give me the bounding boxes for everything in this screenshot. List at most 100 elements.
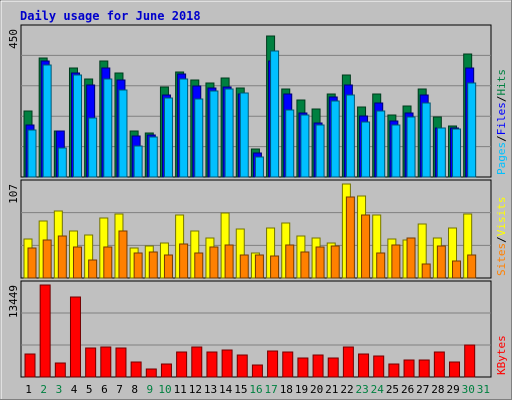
bar-pages-day-25 [391, 124, 401, 178]
bar-kbytes-day-18 [282, 351, 294, 378]
day-label-22: 22 [340, 383, 353, 396]
bar-kbytes-day-3 [54, 362, 66, 378]
bar-kbytes-day-24 [373, 355, 385, 378]
bar-sites-day-20 [315, 246, 325, 279]
bar-sites-day-29 [452, 260, 462, 279]
panel-1: 450 Pages/Files/Hits [7, 24, 508, 178]
bar-sites-day-23 [361, 214, 371, 279]
y-max-label: 13449 [7, 285, 20, 318]
bar-kbytes-day-8 [130, 361, 142, 378]
bar-pages-day-27 [421, 102, 431, 178]
day-label-3: 3 [56, 383, 63, 396]
bar-sites-day-2 [42, 239, 52, 279]
day-label-12: 12 [189, 383, 202, 396]
bar-pages-day-12 [194, 98, 204, 178]
panel-2: 107 Sites/Visits [7, 179, 508, 279]
day-label-25: 25 [386, 383, 399, 396]
day-label-4: 4 [71, 383, 78, 396]
bar-kbytes-day-13 [206, 351, 218, 378]
y-axis-label-part: Pages [495, 142, 508, 175]
bar-sites-day-21 [330, 245, 340, 279]
day-label-18: 18 [280, 383, 293, 396]
bar-kbytes-day-16 [251, 364, 263, 378]
bar-kbytes-day-12 [191, 346, 203, 378]
y-axis-label-part: / [495, 96, 508, 103]
day-label-13: 13 [204, 383, 217, 396]
day-label-19: 19 [295, 383, 308, 396]
y-axis-label-part: Sites [495, 243, 508, 276]
bar-kbytes-day-20 [312, 354, 324, 378]
day-label-26: 26 [401, 383, 414, 396]
bar-kbytes-day-1 [24, 353, 36, 378]
bar-sites-day-1 [27, 247, 37, 279]
day-label-11: 11 [174, 383, 187, 396]
day-label-1: 1 [25, 383, 32, 396]
bar-pages-day-1 [27, 129, 37, 178]
bar-sites-day-17 [270, 255, 280, 279]
bar-sites-day-6 [103, 246, 113, 279]
y-axis-label: Pages/Files/Hits [495, 69, 508, 175]
day-label-27: 27 [416, 383, 429, 396]
bar-pages-day-20 [315, 124, 325, 178]
bar-pages-day-18 [285, 109, 295, 178]
day-label-29: 29 [446, 383, 459, 396]
bar-kbytes-day-22 [342, 346, 354, 378]
bar-kbytes-day-30 [464, 344, 476, 378]
bar-pages-day-2 [42, 64, 52, 178]
bar-sites-day-24 [376, 252, 386, 279]
bar-sites-day-15 [239, 254, 249, 279]
bar-pages-day-14 [224, 88, 234, 178]
chart-title: Daily usage for June 2018 [20, 9, 201, 23]
day-label-6: 6 [101, 383, 108, 396]
bar-kbytes-day-29 [449, 361, 461, 378]
bar-pages-day-23 [361, 121, 371, 178]
y-axis-label: KBytes [495, 335, 508, 375]
bar-pages-day-30 [467, 82, 477, 178]
y-axis-label-part: KBytes [495, 335, 508, 375]
day-label-10: 10 [158, 383, 171, 396]
bar-pages-day-26 [406, 116, 416, 178]
bar-sites-day-18 [285, 244, 295, 279]
bar-kbytes-day-26 [403, 359, 415, 378]
bar-pages-day-3 [57, 147, 67, 178]
day-label-15: 15 [234, 383, 247, 396]
day-label-8: 8 [131, 383, 138, 396]
y-axis-label-part: Files [495, 102, 508, 135]
bar-kbytes-day-11 [176, 351, 188, 378]
bar-sites-day-3 [57, 235, 67, 279]
bar-pages-day-16 [254, 156, 264, 178]
y-axis-label-part: / [495, 135, 508, 142]
panel-3: 13449 KBytes [7, 280, 508, 378]
bar-pages-day-22 [345, 94, 355, 178]
day-label-23: 23 [356, 383, 369, 396]
bar-kbytes-day-7 [115, 347, 127, 378]
bar-kbytes-day-27 [418, 359, 430, 378]
bar-sites-day-9 [148, 251, 158, 279]
day-label-31: 31 [477, 383, 490, 396]
bar-sites-day-22 [345, 196, 355, 279]
bar-sites-day-13 [209, 246, 219, 279]
day-label-21: 21 [325, 383, 338, 396]
bar-pages-day-24 [376, 110, 386, 178]
y-max-label: 450 [7, 29, 20, 49]
bar-kbytes-day-9 [145, 368, 157, 378]
day-label-20: 20 [310, 383, 323, 396]
day-label-28: 28 [431, 383, 444, 396]
bar-pages-day-5 [88, 117, 98, 178]
bar-sites-day-7 [118, 230, 128, 279]
day-label-5: 5 [86, 383, 93, 396]
day-label-14: 14 [219, 383, 233, 396]
bar-kbytes-day-28 [433, 351, 445, 378]
day-axis-labels: 1 2 3 4 5 6 7 8 9 10 11 12 13 14 15 16 17 18 19 20 21 22 23 24 2… [25, 383, 490, 396]
bar-sites-day-26 [406, 237, 416, 279]
bar-kbytes-day-17 [267, 350, 279, 378]
day-label-2: 2 [40, 383, 47, 396]
bar-pages-day-15 [239, 92, 249, 178]
bar-sites-day-10 [163, 254, 173, 279]
bar-pages-day-28 [436, 127, 446, 178]
bar-kbytes-day-23 [358, 353, 370, 378]
bar-kbytes-day-5 [85, 347, 97, 378]
bar-pages-day-29 [452, 128, 462, 178]
day-label-30: 30 [462, 383, 475, 396]
